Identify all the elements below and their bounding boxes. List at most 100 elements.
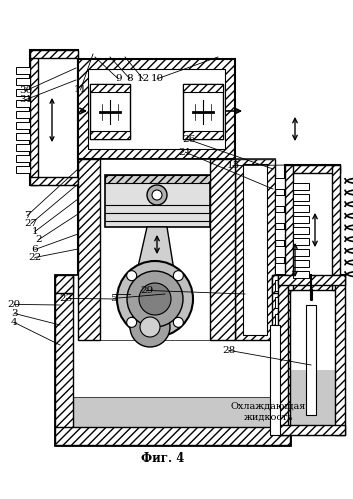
Bar bbox=[16, 144, 30, 151]
Text: 23: 23 bbox=[60, 294, 73, 303]
Bar bbox=[278, 275, 288, 435]
Bar bbox=[293, 227, 309, 234]
Text: 20: 20 bbox=[7, 300, 21, 309]
Text: 30: 30 bbox=[19, 86, 32, 95]
Text: 27: 27 bbox=[24, 219, 38, 228]
Bar bbox=[293, 271, 309, 278]
Bar bbox=[235, 159, 275, 340]
Circle shape bbox=[127, 317, 137, 327]
Text: 11: 11 bbox=[74, 85, 87, 94]
Bar bbox=[293, 249, 309, 256]
Bar bbox=[278, 425, 345, 435]
Bar bbox=[105, 175, 210, 227]
Bar bbox=[16, 122, 30, 129]
Bar bbox=[285, 165, 293, 290]
Text: 10: 10 bbox=[150, 74, 164, 83]
Bar bbox=[270, 325, 280, 435]
Text: 3: 3 bbox=[11, 309, 17, 318]
Bar bbox=[278, 275, 345, 435]
Bar bbox=[90, 131, 130, 139]
Bar bbox=[30, 50, 38, 185]
Text: 7: 7 bbox=[24, 211, 30, 220]
Bar bbox=[285, 282, 340, 290]
Text: 9: 9 bbox=[115, 74, 121, 83]
Circle shape bbox=[139, 283, 171, 315]
Bar bbox=[16, 100, 30, 107]
Bar bbox=[275, 229, 287, 240]
Circle shape bbox=[152, 190, 162, 200]
Text: 2: 2 bbox=[36, 235, 42, 244]
Text: 21: 21 bbox=[179, 148, 192, 157]
Bar bbox=[16, 67, 30, 74]
Bar bbox=[275, 195, 287, 206]
Bar bbox=[183, 84, 223, 139]
Bar bbox=[293, 238, 309, 245]
Bar bbox=[30, 50, 78, 185]
Bar bbox=[73, 397, 272, 427]
Text: 5: 5 bbox=[110, 294, 117, 303]
Bar bbox=[16, 78, 30, 85]
Bar bbox=[293, 194, 309, 201]
Bar bbox=[90, 84, 130, 92]
Text: 12: 12 bbox=[136, 74, 150, 83]
Bar bbox=[78, 59, 235, 159]
Bar bbox=[100, 159, 210, 340]
Bar bbox=[183, 84, 223, 92]
Bar bbox=[272, 275, 290, 293]
Circle shape bbox=[127, 270, 137, 280]
Bar bbox=[293, 260, 309, 267]
Bar bbox=[55, 427, 290, 445]
Bar bbox=[16, 111, 30, 118]
Bar bbox=[16, 155, 30, 162]
Text: 4: 4 bbox=[11, 318, 17, 327]
Bar bbox=[16, 133, 30, 140]
Text: 15: 15 bbox=[226, 161, 240, 170]
Bar bbox=[275, 280, 287, 291]
Bar bbox=[73, 275, 272, 427]
Bar bbox=[55, 275, 73, 445]
Bar bbox=[16, 166, 30, 173]
Text: Фиг. 4: Фиг. 4 bbox=[141, 452, 184, 465]
Text: 6: 6 bbox=[32, 245, 38, 254]
Circle shape bbox=[173, 270, 183, 280]
Circle shape bbox=[140, 317, 160, 337]
Bar bbox=[88, 69, 225, 149]
Bar bbox=[293, 216, 309, 223]
Bar bbox=[55, 275, 73, 293]
Text: 26: 26 bbox=[182, 135, 196, 144]
Bar bbox=[293, 183, 309, 190]
Circle shape bbox=[173, 317, 183, 327]
Circle shape bbox=[127, 271, 183, 327]
Bar bbox=[275, 212, 287, 223]
Bar bbox=[272, 275, 290, 445]
Circle shape bbox=[147, 185, 167, 205]
Bar bbox=[243, 164, 267, 335]
Bar bbox=[288, 285, 335, 425]
Text: 31: 31 bbox=[19, 95, 32, 104]
Text: 1: 1 bbox=[32, 227, 38, 236]
Text: 28: 28 bbox=[222, 346, 235, 355]
Text: Охлаждающая
жидкость: Охлаждающая жидкость bbox=[231, 401, 306, 422]
Bar bbox=[90, 84, 130, 139]
Polygon shape bbox=[133, 227, 177, 289]
Text: 22: 22 bbox=[28, 253, 42, 262]
Bar bbox=[55, 275, 290, 445]
Bar bbox=[275, 263, 287, 274]
Bar bbox=[293, 205, 309, 212]
Bar bbox=[235, 158, 275, 159]
Bar bbox=[285, 165, 340, 173]
Bar bbox=[210, 159, 235, 340]
Bar bbox=[278, 275, 345, 285]
Bar bbox=[16, 89, 30, 96]
Bar bbox=[183, 131, 223, 139]
Circle shape bbox=[117, 261, 193, 337]
Bar bbox=[332, 165, 340, 290]
Bar bbox=[30, 177, 78, 185]
Bar bbox=[275, 178, 287, 189]
Bar bbox=[78, 159, 235, 340]
Bar bbox=[105, 175, 210, 183]
Bar bbox=[335, 275, 345, 435]
Bar bbox=[30, 50, 78, 58]
Bar bbox=[275, 246, 287, 257]
Bar bbox=[275, 314, 287, 325]
